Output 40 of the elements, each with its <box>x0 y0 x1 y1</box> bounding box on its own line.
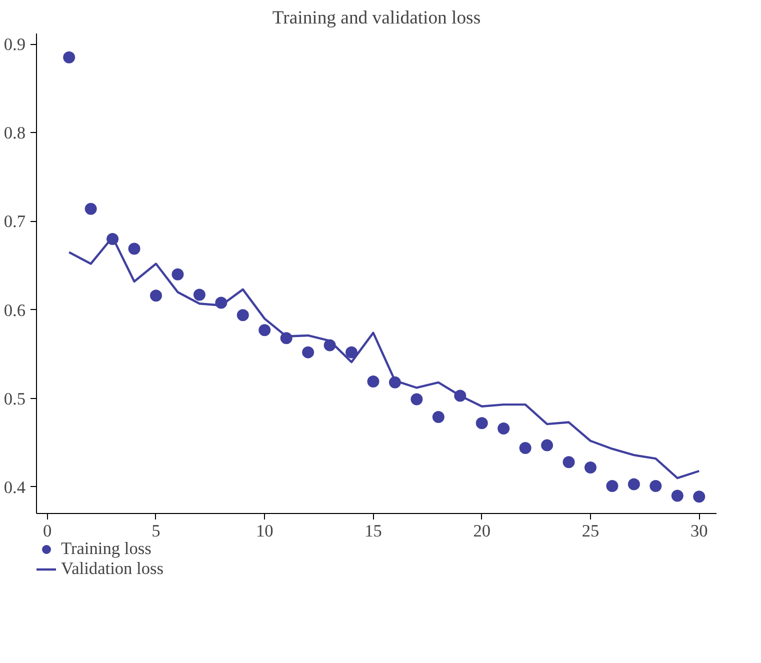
point <box>410 393 423 406</box>
y-tick-label: 0.7 <box>4 212 26 232</box>
point <box>519 442 532 454</box>
point <box>302 346 314 358</box>
x-tick-label: 25 <box>582 522 600 540</box>
x-tick-label: 0 <box>43 522 52 540</box>
x-tick-label: 5 <box>152 522 160 540</box>
point <box>193 288 206 301</box>
point <box>671 490 684 502</box>
point <box>63 51 76 64</box>
x-tick-label: 30 <box>690 522 708 540</box>
point <box>498 422 510 434</box>
y-tick-label: 0.9 <box>4 35 26 54</box>
point <box>693 490 706 503</box>
x-tick-label: 20 <box>473 522 491 540</box>
y-tick-label: 0.4 <box>4 478 26 497</box>
point <box>628 478 640 490</box>
point <box>236 309 249 322</box>
y-tick-label: 0.5 <box>4 389 26 408</box>
point <box>541 439 554 452</box>
x-tick-label: 10 <box>256 522 274 540</box>
point <box>476 417 488 430</box>
point <box>562 456 575 468</box>
point <box>84 202 97 215</box>
point <box>650 480 662 492</box>
point <box>346 346 358 358</box>
point <box>432 410 444 423</box>
legend-label: Validation loss <box>61 559 164 579</box>
y-tick-label: 0.6 <box>4 300 26 320</box>
chart-title: Training and validation loss <box>272 8 481 28</box>
point <box>172 268 184 280</box>
legend-label: Training loss <box>61 539 152 559</box>
point <box>367 376 380 388</box>
point <box>606 480 618 492</box>
y-tick-label: 0.8 <box>4 124 26 143</box>
x-tick-label: 15 <box>364 522 382 540</box>
point <box>584 461 596 474</box>
point <box>150 290 162 302</box>
point <box>128 242 140 255</box>
point <box>258 324 271 336</box>
